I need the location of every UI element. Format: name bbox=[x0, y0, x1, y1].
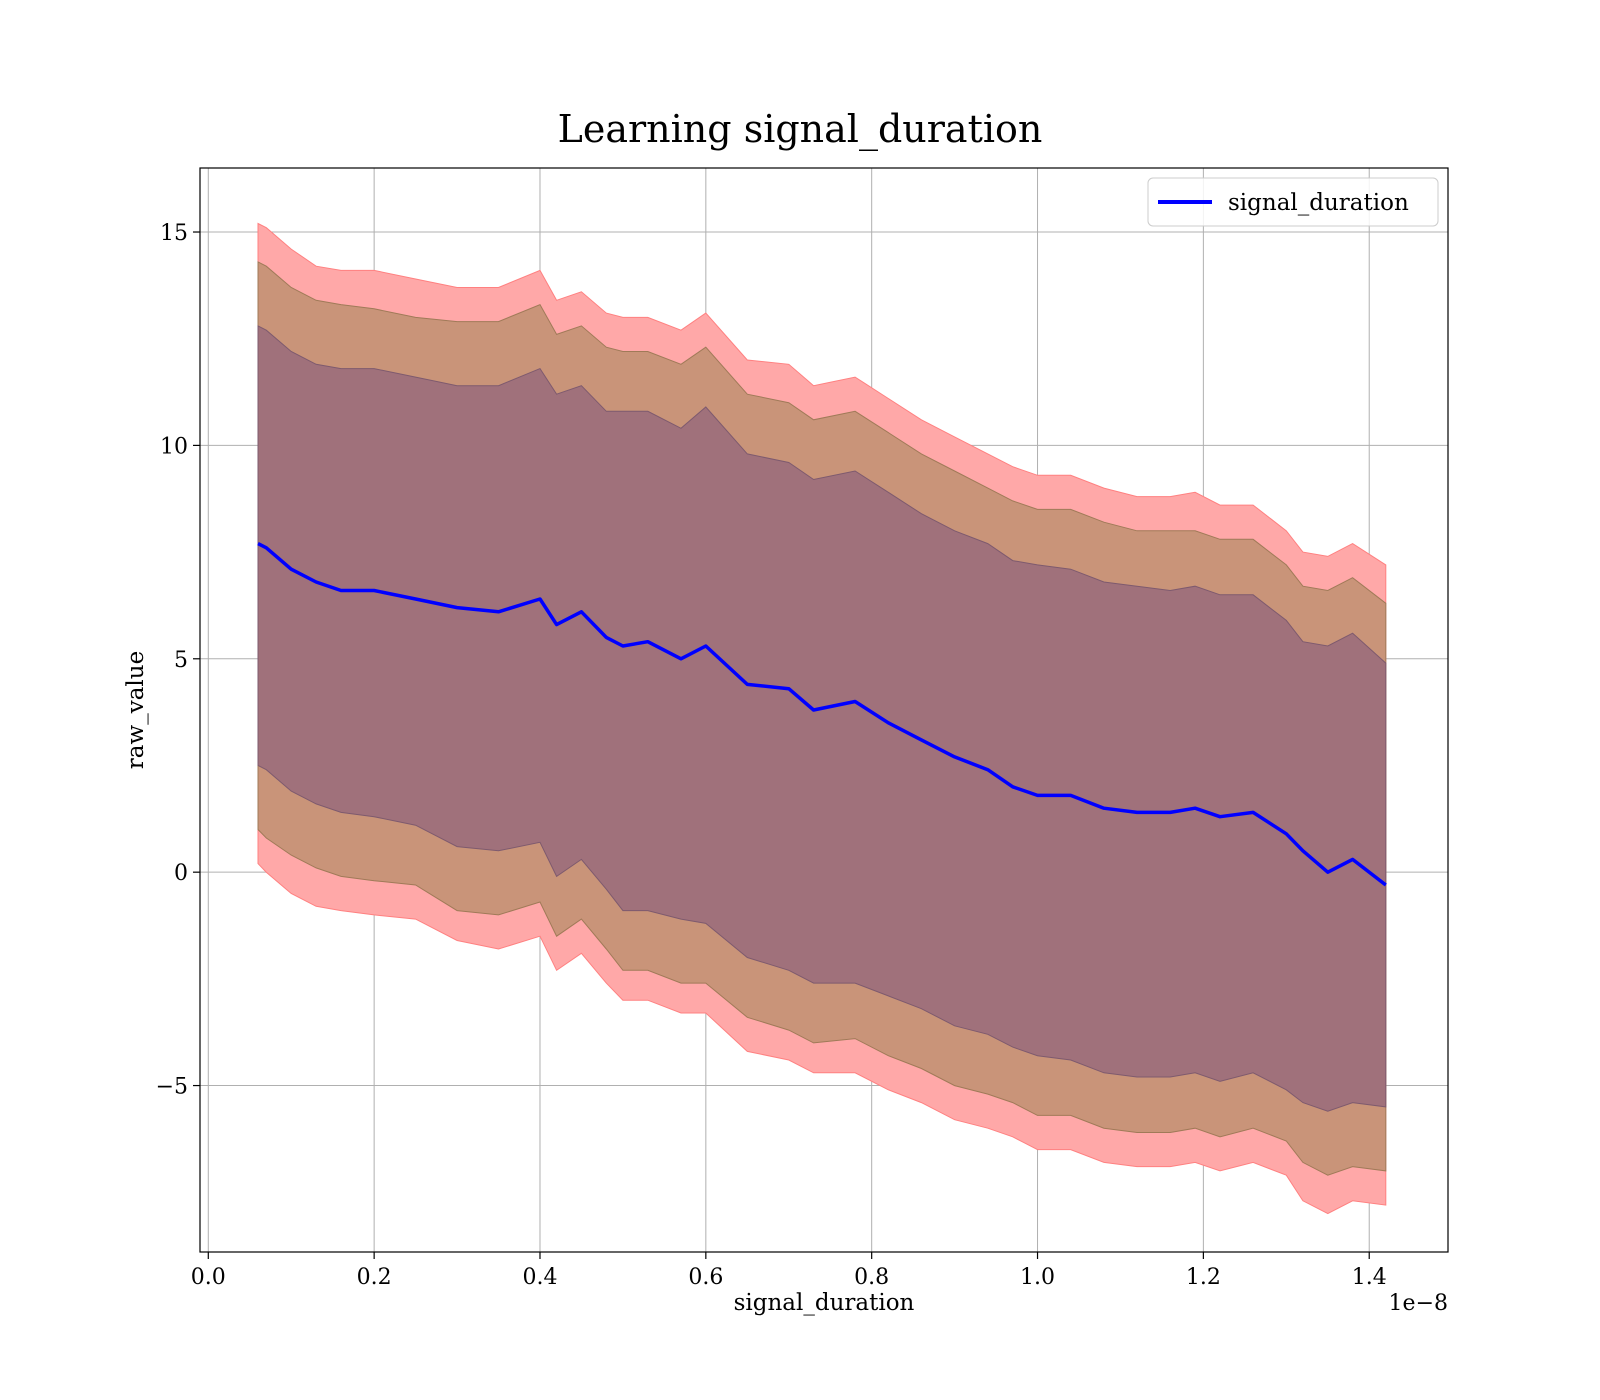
x-tick-label: 1.0 bbox=[1020, 1265, 1055, 1290]
x-tick-label: 0.4 bbox=[522, 1265, 557, 1290]
x-tick-label: 0.0 bbox=[191, 1265, 226, 1290]
plot-frame bbox=[199, 167, 1449, 1253]
legend-box bbox=[1147, 177, 1439, 227]
y-axis-ticks: −5 0 5 10 15 bbox=[156, 221, 200, 1100]
x-tick-label: 0.6 bbox=[688, 1265, 723, 1290]
legend: signal_duration bbox=[1147, 177, 1439, 227]
y-tick-label: 0 bbox=[174, 861, 188, 886]
line-layer bbox=[257, 542, 1387, 887]
y-tick-label: 5 bbox=[174, 648, 188, 673]
y-tick-label: −5 bbox=[156, 1075, 188, 1100]
x-tick-label: 1.2 bbox=[1186, 1265, 1221, 1290]
y-tick-label: 10 bbox=[160, 434, 188, 459]
band-inner bbox=[257, 325, 1387, 1112]
x-axis-ticks: 0.0 0.2 0.4 0.6 0.8 1.0 1.2 1.4 bbox=[191, 1252, 1387, 1290]
y-tick-label: 15 bbox=[160, 221, 188, 246]
x-tick-label: 0.2 bbox=[357, 1265, 392, 1290]
series-line-signal-duration bbox=[257, 542, 1387, 887]
x-axis-offset-label: 1e−8 bbox=[1389, 1291, 1448, 1316]
y-axis-label: raw_value bbox=[123, 651, 149, 769]
legend-entry-signal-duration: signal_duration bbox=[1228, 190, 1409, 216]
band-layer bbox=[257, 222, 1387, 1215]
x-axis-label: signal_duration bbox=[734, 1290, 915, 1316]
x-tick-label: 1.4 bbox=[1352, 1265, 1387, 1290]
x-tick-label: 0.8 bbox=[854, 1265, 889, 1290]
chart-title: Learning signal_duration bbox=[558, 107, 1043, 152]
